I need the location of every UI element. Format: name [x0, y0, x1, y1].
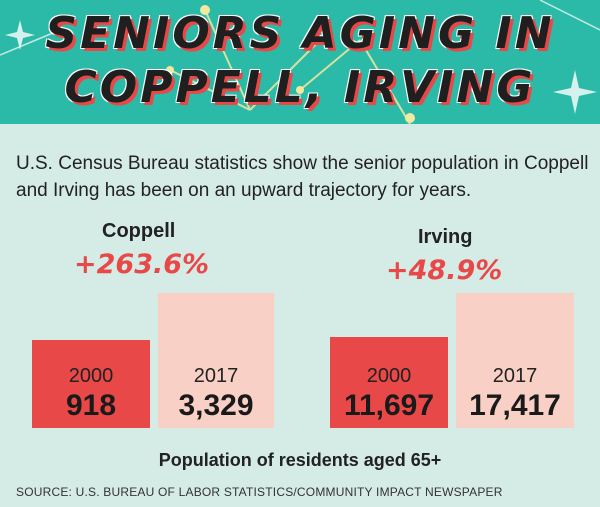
- chart-subtitle-coppell: +263.6%: [74, 249, 210, 280]
- chart-title-irving: Irving: [418, 226, 473, 248]
- bar-irving-2000: 2000 11,697: [330, 337, 448, 428]
- bar-coppell-2017: 2017 3,329: [158, 293, 274, 428]
- source-note: SOURCE: U.S. BUREAU OF LABOR STATISTICS/…: [16, 485, 503, 499]
- bar-label-irving-2017: 2017: [492, 365, 538, 387]
- page-title-line-2: COPPELL, IRVING: [64, 62, 536, 113]
- chart-title-coppell: Coppell: [102, 220, 176, 242]
- chart-caption: Population of residents aged 65+: [158, 450, 442, 470]
- bar-label-coppell-2000: 2000: [68, 365, 114, 387]
- page-title-line-1: SENIORS AGING IN: [45, 8, 555, 59]
- bar-coppell-2000: 2000 918: [32, 340, 150, 428]
- intro-text: U.S. Census Bureau statistics show the s…: [16, 153, 589, 201]
- header-banner: SENIORS AGING IN COPPELL, IRVING: [0, 0, 600, 124]
- bar-label-irving-2000: 2000: [366, 364, 412, 387]
- bar-label-coppell-2017: 2017: [193, 365, 239, 387]
- bar-irving-2017: 2017 17,417: [456, 293, 574, 428]
- bar-value-irving-2000: 11,697: [343, 388, 435, 422]
- bar-value-coppell-2017: 3,329: [178, 389, 254, 422]
- bar-value-coppell-2000: 918: [65, 389, 117, 422]
- chart-subtitle-irving: +48.9%: [386, 255, 503, 286]
- starburst-decoration: [0, 0, 600, 124]
- bar-value-irving-2017: 17,417: [469, 389, 561, 422]
